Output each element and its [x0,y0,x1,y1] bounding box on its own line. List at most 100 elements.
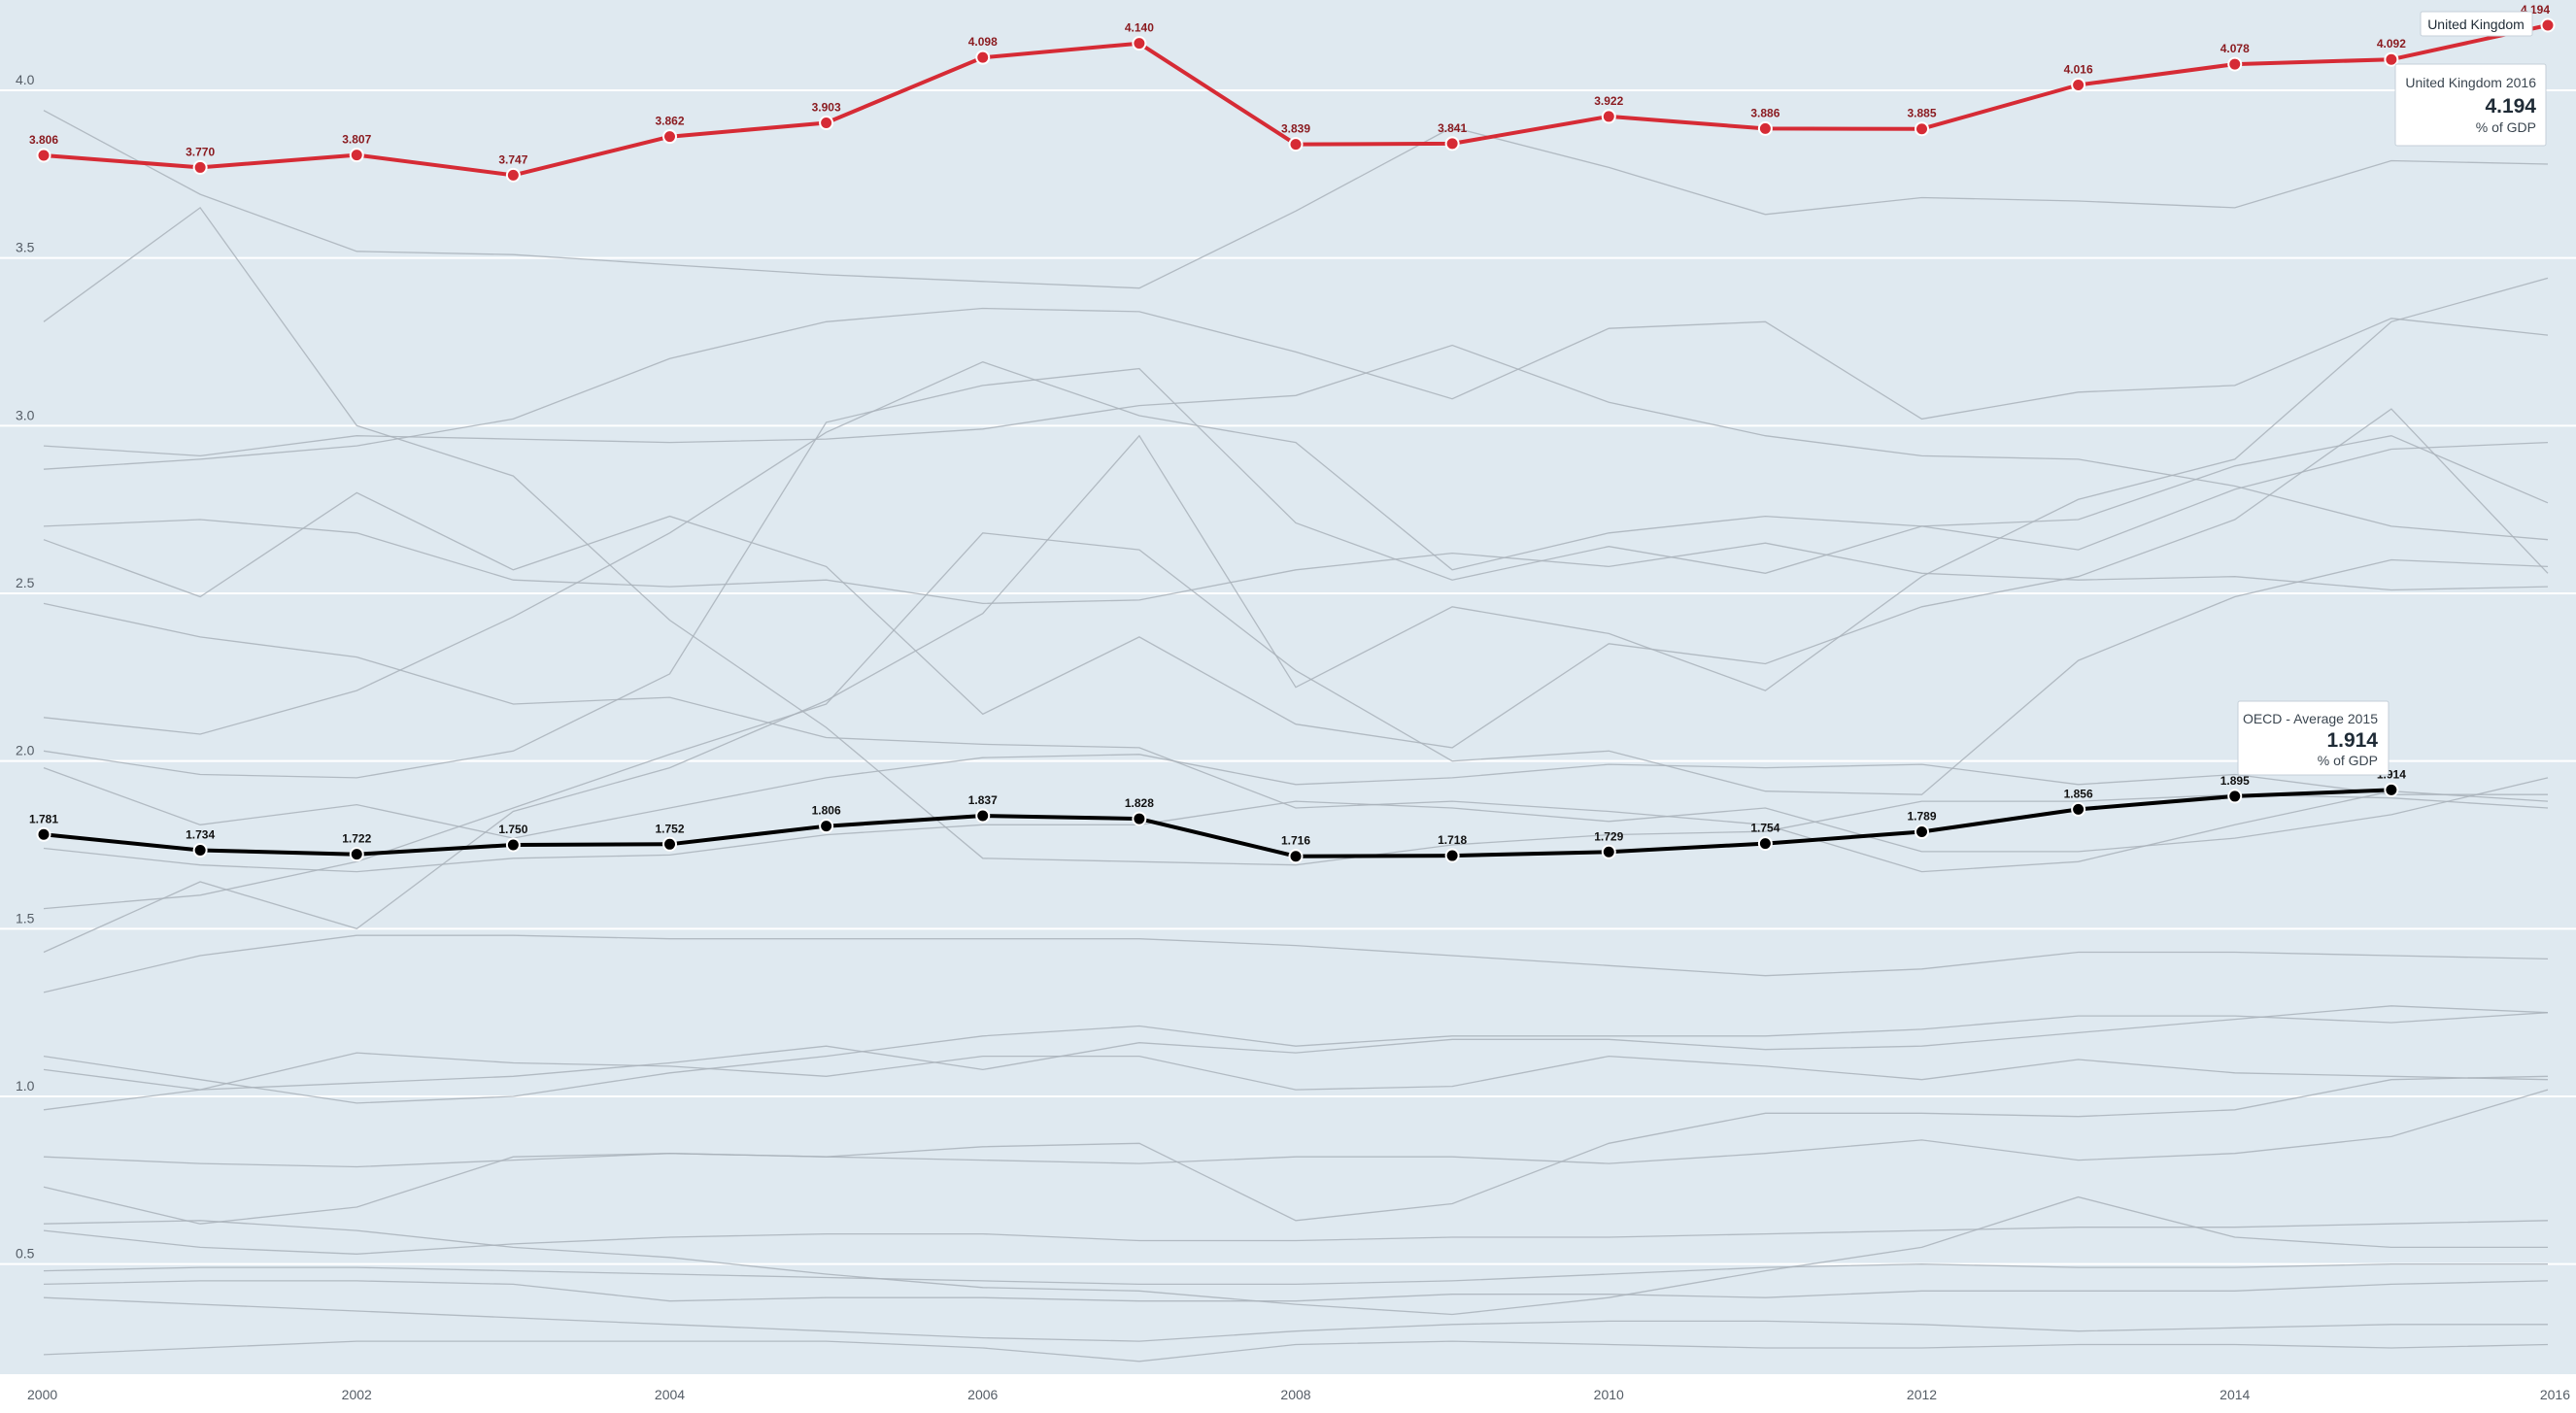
uk-data-label: 3.903 [812,100,841,114]
y-tick-label: 3.0 [16,407,35,422]
x-tick-label: 2006 [967,1387,998,1402]
country-series-line [43,344,2549,541]
country-series-line [43,361,2549,735]
x-tick-label: 2002 [342,1387,372,1402]
oecd-data-label: 1.789 [1907,810,1936,824]
oecd-average-series-line [43,788,2391,858]
y-tick-label: 2.0 [16,743,35,758]
y-tick-label: 3.5 [16,240,35,255]
tooltip-uk: United Kingdom 2016 4.194 % of GDP [2394,63,2547,147]
plot-background [0,0,2576,1374]
x-tick-label: 2004 [655,1387,685,1402]
uk-data-point [1444,136,1460,151]
uk-data-point [349,148,364,163]
uk-data-point [1757,120,1773,136]
uk-data-label: 3.862 [655,115,684,128]
country-series-line [43,408,2549,749]
country-series-line [43,277,2549,954]
tooltip-oecd: OECD - Average 2015 1.914 % of GDP [2237,700,2390,776]
x-tick-label: 2012 [1907,1387,1937,1402]
series-tag-uk: United Kingdom [2420,11,2533,37]
tooltip-uk-title: United Kingdom 2016 [2405,75,2536,90]
uk-data-label: 4.140 [1125,21,1154,35]
uk-data-point [2227,56,2243,72]
country-series-line [43,1263,2548,1286]
uk-data-label: 3.806 [29,133,58,147]
y-tick-label: 2.5 [16,575,35,590]
uk-data-point [192,159,208,175]
uk-data-point [505,167,521,183]
oecd-data-label: 1.895 [2220,774,2250,788]
country-series-line [43,1195,2548,1316]
oecd-data-label: 1.781 [29,812,58,825]
x-axis-ticks: 2000 2002 2004 2006 2008 2010 2012 2014 2016 [0,1374,2576,1408]
oecd-data-point [2384,782,2399,797]
oecd-data-point [192,843,208,858]
x-tick-label: 2016 [2540,1387,2570,1402]
oecd-data-label: 1.806 [812,804,841,818]
country-series-line [43,1089,2549,1168]
oecd-data-point [2071,801,2086,817]
x-tick-label: 2010 [1594,1387,1624,1402]
uk-data-point [1288,137,1304,152]
oecd-data-point [505,837,521,853]
oecd-data-point [1757,836,1773,852]
uk-data-label: 3.885 [1907,107,1936,120]
uk-data-label: 3.841 [1438,121,1467,135]
country-series-line [43,754,2548,839]
x-tick-label: 2008 [1280,1387,1310,1402]
country-series-line [43,519,2549,605]
x-tick-label: 2014 [2220,1387,2250,1402]
oecd-data-point [2227,789,2243,804]
country-series-line [43,1340,2549,1363]
tooltip-oecd-value: 1.914 [2326,729,2378,752]
uk-data-label: 3.807 [342,133,371,147]
uk-data-label: 3.886 [1750,106,1779,119]
oecd-data-point [36,826,51,842]
tooltip-oecd-title: OECD - Average 2015 [2243,711,2378,726]
country-series-line [43,777,2549,873]
oecd-data-label: 1.718 [1438,833,1467,847]
x-axis-band [0,1374,2576,1408]
y-axis-ticks: 0.5 1.0 1.5 2.0 2.5 3.0 3.5 4.0 [16,72,35,1262]
oecd-data-point [1915,824,1929,840]
y-tick-label: 4.0 [16,72,35,87]
country-series-line [43,1296,2548,1342]
country-series-line [43,532,2549,910]
series-tag-uk-box [2420,11,2533,37]
uk-data-label: 3.839 [1281,122,1310,136]
y-tick-label: 1.0 [16,1078,35,1093]
uk-data-point [819,115,834,130]
oecd-data-label: 1.856 [2064,787,2093,800]
uk-data-point [2384,51,2399,67]
series-tag-uk-label: United Kingdom [2427,17,2525,32]
country-series-line [43,602,2549,873]
uk-data-point [975,50,991,65]
tooltip-uk-value: 4.194 [2485,95,2536,118]
x-tick-label: 2000 [27,1387,57,1402]
oecd-data-point [1601,844,1616,859]
uk-data-point [1132,36,1147,51]
country-series-line [43,307,2549,470]
oecd-data-point [1288,849,1304,864]
country-series-line [43,1075,2549,1225]
uk-data-point [2540,17,2556,33]
background-series-lines [43,110,2549,1363]
uk-data-label: 4.016 [2064,62,2093,76]
oecd-data-point [1444,848,1460,863]
uk-data-label: 3.770 [186,145,215,158]
oecd-data-label: 1.837 [968,793,998,807]
tooltip-uk-unit: % of GDP [2476,119,2536,135]
oecd-data-point [975,808,991,824]
tooltip-oecd-box [2237,700,2390,776]
uk-data-label: 3.747 [498,152,527,166]
country-series-line [43,1280,2549,1302]
uk-data-point [1601,109,1616,124]
country-series-line [43,1005,2549,1091]
oecd-data-label: 1.828 [1125,796,1154,810]
highlighted-series: 3.806 3.770 3.807 3.747 3.862 3.903 4.098 4.140… [29,3,2556,864]
oecd-data-label: 1.754 [1750,822,1779,835]
oecd-data-point [662,836,677,852]
country-series-line [43,1052,2549,1111]
